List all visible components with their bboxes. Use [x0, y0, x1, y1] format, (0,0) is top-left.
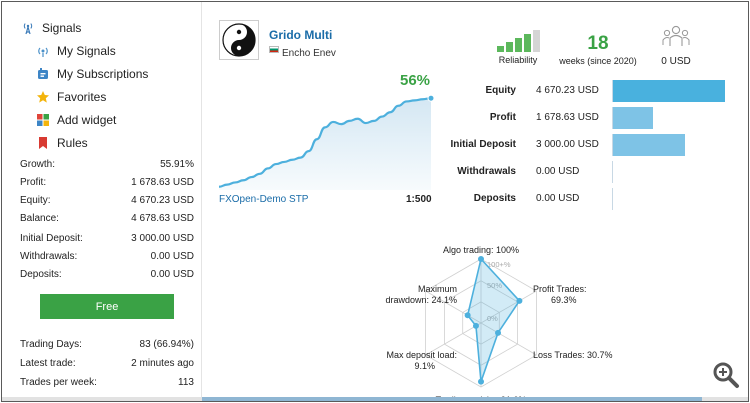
- subscribers-value: 0 USD: [661, 56, 691, 67]
- signal-name-link[interactable]: Grido Multi: [269, 28, 333, 42]
- radar-ring-label: 50%: [487, 281, 502, 290]
- bar-profit: [613, 107, 654, 129]
- radar-point: [478, 378, 484, 385]
- star-icon: [36, 90, 50, 104]
- radar-axis-label: Maximum drawdown: 24.1%: [385, 284, 457, 305]
- radar-spoke: [425, 290, 482, 324]
- stat-profit: Profit: 1 678.63 USD: [20, 177, 194, 188]
- sidebar-item-label: Signals: [42, 21, 82, 35]
- radar-point: [472, 322, 479, 329]
- weeks-label: weeks (since 2020): [559, 56, 637, 66]
- subscribers: 0 USD: [651, 24, 701, 67]
- stat-growth: Growth: 55.91%: [20, 159, 194, 170]
- radar-axis-label: Loss Trades: 30.7%: [533, 350, 613, 360]
- stat-balance: Balance: 4 678.63 USD: [20, 213, 194, 224]
- stat-latest-trade: Latest trade: 2 minutes ago: [20, 358, 194, 369]
- reliability-bar: [496, 46, 504, 52]
- reliability-bar: [523, 34, 531, 52]
- widget-icon: [36, 113, 50, 127]
- radar-spoke: [480, 322, 537, 356]
- bar-value-deposits: 0.00 USD: [536, 193, 580, 204]
- sidebar-item-label: Rules: [57, 136, 88, 150]
- radar-spoke: [480, 290, 537, 324]
- bar-track-deposits: [612, 188, 726, 210]
- reliability-label: Reliability: [498, 55, 538, 65]
- stat-trading-days: Trading Days: 83 (66.94%): [20, 339, 194, 350]
- radar-axis-label: Max deposit load: 9.1%: [386, 350, 457, 371]
- stat-equity: Equity: 4 670.23 USD: [20, 195, 194, 206]
- broadcast-icon: [36, 44, 50, 58]
- bar-label-deposits: Deposits: [473, 193, 516, 204]
- author: Encho Enev: [269, 46, 336, 59]
- growth-end-point: [427, 94, 435, 102]
- growth-chart[interactable]: [217, 70, 437, 198]
- zoom-icon[interactable]: [712, 361, 740, 389]
- sidebar-item-label: Favorites: [57, 90, 107, 104]
- sidebar-item-rules[interactable]: Rules: [36, 136, 88, 150]
- sidebar: Signals My Signals My Subscriptions Favo…: [2, 2, 202, 401]
- bar-label-initial-deposit: Initial Deposit: [450, 139, 516, 150]
- signal-tower-icon: [21, 21, 35, 35]
- avatar[interactable]: [219, 20, 259, 60]
- radar-chart: 100+% 50% 0% Algo trading: 100% Profit Trade…: [385, 245, 613, 401]
- sidebar-item-label: Add widget: [57, 113, 117, 127]
- bar-value-withdrawals: 0.00 USD: [536, 166, 580, 177]
- bar-track-withdrawals: [612, 161, 726, 183]
- radar-axis-label: Profit Trades: 69.3%: [533, 284, 587, 305]
- subscribers-icon: [662, 25, 690, 46]
- bar-track-profit: [612, 107, 726, 129]
- sidebar-item-signals[interactable]: Signals: [21, 21, 81, 35]
- bar-equity: [613, 80, 725, 102]
- stat-initial-deposit: Initial Deposit: 3 000.00 USD: [20, 233, 194, 244]
- radar-polygon: [466, 257, 521, 382]
- subscription-icon: [36, 67, 50, 81]
- radar-ring-label: 0%: [487, 314, 498, 323]
- bookmark-icon: [36, 136, 50, 150]
- reliability-bar: [532, 30, 540, 52]
- stat-withdrawals: Withdrawals: 0.00 USD: [20, 251, 194, 262]
- radar-point: [516, 297, 523, 304]
- bar-label-profit: Profit: [489, 112, 516, 123]
- sidebar-item-my-subscriptions[interactable]: My Subscriptions: [36, 67, 148, 81]
- reliability-bar: [505, 42, 513, 52]
- yin-yang-icon: [222, 23, 256, 57]
- sidebar-item-label: My Subscriptions: [57, 67, 149, 81]
- bar-track-equity: [612, 80, 726, 102]
- bar-label-withdrawals: Withdrawals: [457, 166, 516, 177]
- sidebar-item-my-signals[interactable]: My Signals: [36, 44, 116, 58]
- horizontal-scrollbar[interactable]: [2, 397, 748, 401]
- radar-point: [495, 329, 502, 336]
- reliability: Reliability: [483, 30, 553, 65]
- reliability-bars: [483, 30, 553, 52]
- bar-initial-deposit: [613, 134, 685, 156]
- growth-percent: 56%: [400, 72, 431, 89]
- leverage: 1:500: [406, 194, 432, 205]
- sidebar-item-add-widget[interactable]: Add widget: [36, 113, 116, 127]
- author-name[interactable]: Encho Enev: [282, 48, 336, 59]
- radar-point: [478, 256, 484, 262]
- radar-axis-label: Algo trading: 100%: [443, 245, 519, 255]
- radar-ring-label: 100+%: [487, 260, 511, 269]
- bar-value-profit: 1 678.63 USD: [536, 112, 599, 123]
- weeks-number: 18: [587, 33, 609, 54]
- growth-line: [218, 97, 432, 188]
- bar-track-initial-deposit: [612, 134, 726, 156]
- radar-point: [464, 312, 471, 319]
- bar-value-equity: 4 670.23 USD: [536, 85, 599, 96]
- weeks-counter: 18 weeks (since 2020): [558, 33, 638, 67]
- radar-spoke: [425, 322, 482, 356]
- stat-trades-per-week: Trades per week: 113: [20, 377, 194, 388]
- scrollbar-thumb[interactable]: [202, 397, 702, 401]
- bar-label-equity: Equity: [485, 85, 516, 96]
- broker-link[interactable]: FXOpen-Demo STP: [219, 194, 309, 205]
- stat-deposits: Deposits: 0.00 USD: [20, 269, 194, 280]
- sidebar-item-favorites[interactable]: Favorites: [36, 90, 106, 104]
- bar-value-initial-deposit: 3 000.00 USD: [536, 139, 599, 150]
- country-flag-icon: [269, 46, 279, 53]
- signal-overview: Grido Multi Encho Enev Reliability 18 we…: [203, 2, 748, 401]
- free-subscribe-button[interactable]: Free: [40, 294, 174, 319]
- sidebar-item-label: My Signals: [57, 44, 116, 58]
- reliability-bar: [514, 38, 522, 52]
